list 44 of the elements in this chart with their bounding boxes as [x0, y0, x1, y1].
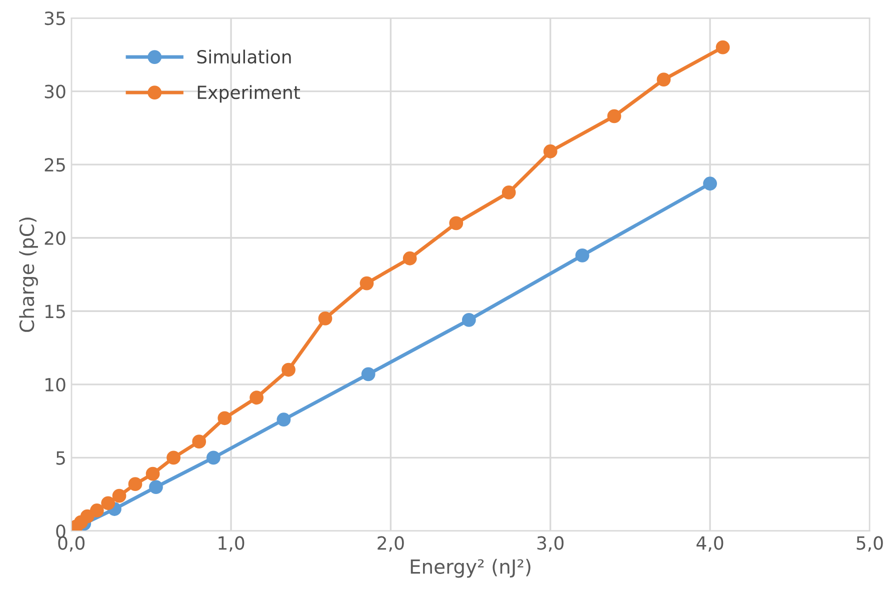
x-tick-label: 5,0 [856, 536, 883, 552]
x-tick-label: 0,0 [58, 536, 85, 552]
y-tick-label: 20 [44, 231, 66, 245]
point [146, 466, 160, 481]
point [716, 40, 730, 54]
point [402, 251, 417, 266]
point [656, 72, 671, 87]
x-tick-label: 3,0 [537, 536, 564, 552]
point [80, 509, 94, 524]
legend-label: Experiment [198, 85, 300, 103]
x-axis-title: Energy² (nJ²) [410, 558, 530, 578]
point [101, 496, 116, 510]
point [703, 176, 717, 191]
point [360, 276, 374, 290]
y-tick-label: 10 [46, 378, 66, 392]
y-tick-label: 25 [44, 158, 65, 172]
point [502, 185, 516, 200]
point [250, 390, 264, 405]
point [462, 312, 476, 327]
point [166, 450, 180, 465]
y-tick-label: 15 [46, 304, 65, 318]
point [607, 109, 622, 124]
x-tick-label: 4,0 [696, 536, 724, 552]
point [361, 367, 376, 382]
point [192, 434, 206, 449]
legend-label: Simulation [197, 50, 291, 64]
point [218, 411, 232, 426]
x-tick-label: 2,0 [378, 536, 404, 552]
point [575, 248, 590, 262]
y-tick-label: 35 [44, 11, 65, 26]
point [318, 312, 332, 326]
point [112, 488, 126, 503]
point [149, 480, 163, 494]
point [543, 144, 558, 158]
point [449, 216, 464, 230]
point [90, 504, 104, 518]
y-axis-title: Charge (pC) [19, 218, 38, 332]
y-tick-label: 30 [44, 84, 66, 98]
point [206, 450, 220, 465]
x-tick-label: 1,0 [218, 536, 244, 552]
point [128, 477, 142, 492]
point [282, 362, 296, 377]
y-tick-label: 5 [56, 451, 65, 465]
point [276, 412, 291, 427]
